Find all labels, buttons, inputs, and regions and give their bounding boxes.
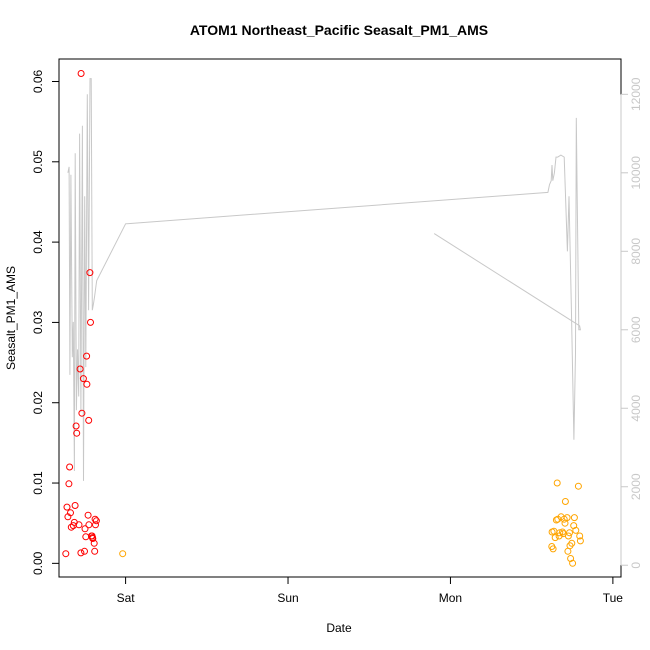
y2-tick-label: 4000: [629, 395, 643, 422]
data-point: [66, 463, 74, 471]
data-point: [563, 514, 571, 522]
y-tick-label: 0.02: [31, 391, 45, 415]
data-point: [552, 516, 560, 524]
plot-frame: [58, 58, 622, 578]
y-tick-label: 0.05: [31, 150, 45, 174]
data-point: [89, 535, 97, 542]
series-points: [62, 70, 584, 567]
x-tick-label: Mon: [439, 591, 462, 605]
chart-title: ATOM1 Northeast_Pacific Seasalt_PM1_AMS: [190, 22, 488, 38]
data-point: [77, 70, 85, 77]
y-tick-label: 0.03: [31, 310, 45, 334]
y2-tick-label: 0: [629, 562, 643, 569]
data-point: [83, 352, 91, 360]
data-point: [92, 521, 99, 529]
data-point: [65, 480, 73, 488]
data-point: [63, 503, 71, 511]
data-point: [72, 422, 80, 430]
x-axis-label: Date: [326, 621, 352, 635]
series-right-line: [67, 78, 582, 481]
data-point: [553, 479, 561, 487]
data-point: [549, 545, 557, 553]
y2-tick-label: 8000: [629, 238, 643, 265]
data-point: [569, 559, 577, 567]
x-tick-label: Sat: [117, 591, 136, 605]
data-point: [561, 498, 569, 505]
data-point: [62, 550, 70, 558]
data-point: [81, 525, 89, 533]
data-point: [81, 547, 88, 555]
data-point: [551, 534, 559, 542]
y2-tick-label: 6000: [629, 316, 643, 343]
y2-tick-label: 2000: [629, 473, 643, 500]
y2-tick-label: 10000: [629, 156, 643, 190]
data-point: [90, 539, 98, 547]
data-point: [82, 533, 90, 541]
data-point: [566, 529, 573, 537]
data-point: [568, 539, 576, 547]
data-point: [570, 514, 578, 522]
y-axis-label: Seasalt_PM1_AMS: [4, 266, 18, 370]
data-point: [71, 502, 79, 509]
data-point: [85, 416, 93, 424]
data-point: [79, 375, 87, 383]
data-point: [91, 547, 99, 555]
data-point: [86, 269, 94, 277]
y-axis-left: 0.00 0.01 0.02 0.03 0.04 0.05 0.06: [31, 69, 60, 575]
y-tick-label: 0.01: [31, 471, 45, 495]
x-tick-label: Sun: [277, 591, 298, 605]
series-line-0: [67, 78, 582, 481]
data-point: [78, 409, 86, 417]
y-tick-label: 0.06: [31, 69, 45, 93]
x-axis: Sat Sun Mon Tue: [117, 576, 624, 605]
data-point: [85, 521, 93, 529]
data-point: [83, 380, 91, 388]
data-point: [576, 532, 584, 540]
data-point: [572, 526, 580, 534]
y2-tick-label: 12000: [629, 77, 643, 111]
y-axis-right: 0 2000 4000 6000 8000 10000 12000: [620, 77, 643, 569]
data-point: [76, 365, 84, 373]
data-point: [75, 521, 83, 529]
data-point: [77, 549, 85, 557]
y-tick-label: 0.00: [31, 551, 45, 575]
data-point: [574, 482, 582, 490]
data-point: [92, 517, 100, 525]
data-point: [561, 519, 569, 527]
data-point: [67, 509, 74, 517]
data-point: [87, 318, 94, 326]
data-point: [84, 511, 92, 519]
data-point: [73, 429, 81, 437]
data-point: [576, 537, 584, 545]
data-point: [119, 550, 127, 558]
y-tick-label: 0.04: [31, 230, 45, 254]
data-point: [564, 532, 572, 540]
x-tick-label: Tue: [603, 591, 624, 605]
